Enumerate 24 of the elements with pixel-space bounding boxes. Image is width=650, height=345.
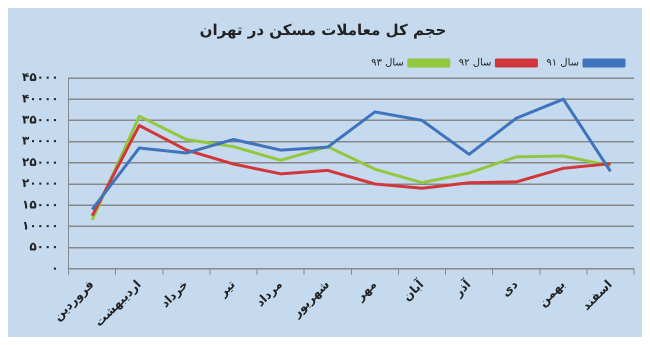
x-tick-label: خرداد <box>158 277 191 310</box>
legend-label: سال ۹۲ <box>458 58 492 69</box>
y-tick-label: ۵۰۰۰ <box>29 240 59 254</box>
legend-label: سال ۹۱ <box>546 58 579 69</box>
x-tick-label: مرداد <box>252 277 285 310</box>
x-tick-label: شهریور <box>288 277 332 321</box>
y-tick-label: ۲۰۰۰۰ <box>22 176 59 190</box>
x-tick-label: مهر <box>352 277 380 304</box>
x-tick-label: دی <box>498 277 521 300</box>
chart-title: حجم کل معاملات مسکن در تهران <box>200 20 446 39</box>
x-tick-label: آبان <box>399 276 427 304</box>
y-tick-label: ۰ <box>51 260 59 275</box>
y-tick-label: ۳۵۰۰۰ <box>22 112 59 127</box>
x-tick-label: آذر <box>450 276 474 300</box>
y-tick-label: ۱۵۰۰۰ <box>22 197 59 212</box>
y-tick-label: ۴۵۰۰۰ <box>22 70 59 84</box>
y-tick-label: ۴۰۰۰۰ <box>22 91 59 106</box>
legend-label: سال ۹۳ <box>371 58 404 69</box>
y-tick-label: ۲۵۰۰۰ <box>22 154 59 169</box>
x-tick-label: اسفند <box>579 277 615 313</box>
x-tick-label: بهمن <box>536 277 568 310</box>
x-tick-label: تیر <box>215 277 238 300</box>
y-tick-label: ۱۰۰۰۰ <box>22 218 59 233</box>
y-tick-label: ۳۰۰۰۰ <box>22 134 59 148</box>
